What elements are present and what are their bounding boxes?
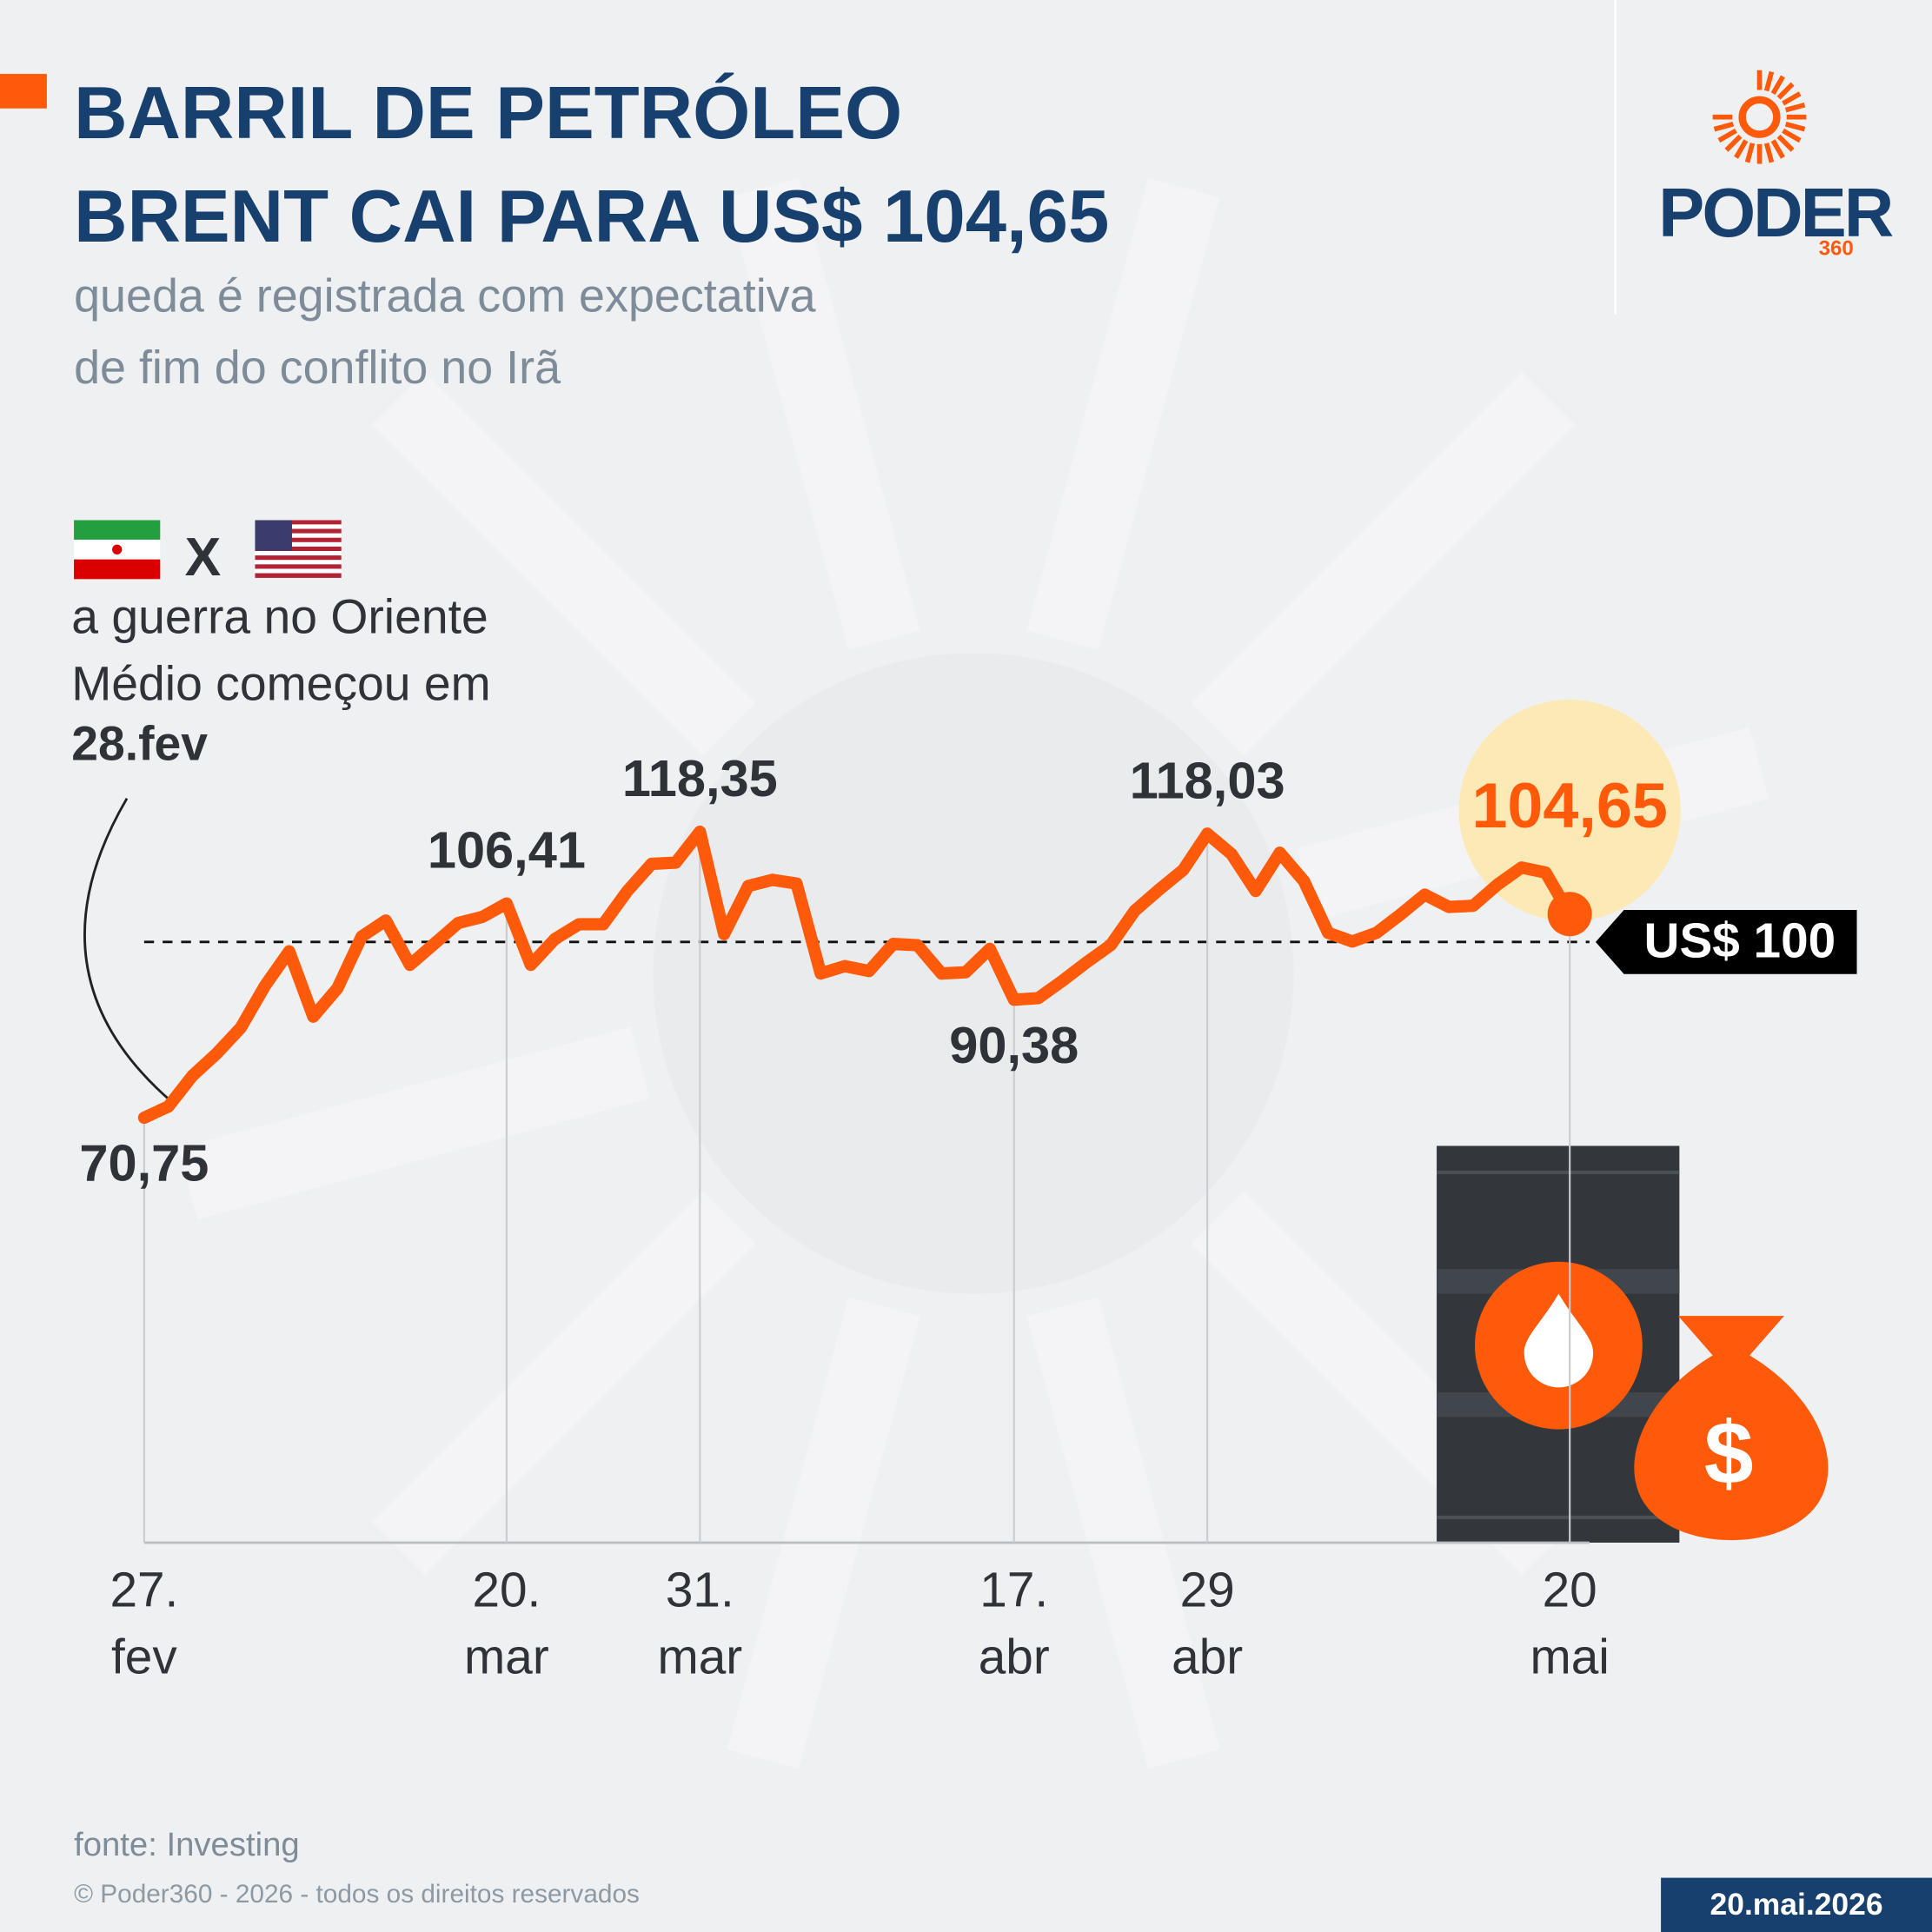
- logo-ray: [1776, 82, 1795, 100]
- copyright: © Poder360 - 2026 - todos os direitos re…: [74, 1880, 640, 1909]
- logo-ray: [1770, 139, 1785, 159]
- logo-ray: [1744, 143, 1756, 163]
- reference-label-box: [1595, 909, 1857, 974]
- usa-flag: [255, 520, 342, 578]
- x-tick-label: 27. fev: [110, 1564, 179, 1685]
- x-tick-label: 17. abr: [978, 1564, 1050, 1685]
- logo-ray: [1776, 134, 1795, 152]
- logo-ray: [1782, 91, 1802, 106]
- data-label: 118,03: [1130, 751, 1285, 809]
- data-label: 70,75: [79, 1133, 209, 1192]
- logo-ray: [1713, 122, 1735, 132]
- reference-label: US$ 100: [1644, 914, 1836, 969]
- x-tick-label: 20 mai: [1530, 1564, 1610, 1685]
- annotation-date: 28.fev: [71, 718, 209, 772]
- subtitle: queda é registrada com expectativa de fi…: [74, 270, 816, 395]
- svg-text:$: $: [1704, 1404, 1754, 1503]
- logo-ray: [1734, 139, 1749, 159]
- logo-ray: [1763, 143, 1775, 163]
- logo-ray: [1784, 103, 1806, 113]
- annotation-arrow: [83, 797, 171, 1102]
- data-label: 90,38: [949, 1016, 1079, 1074]
- logo-ray: [1784, 122, 1806, 132]
- versus: X: [184, 527, 222, 588]
- logo-ray: [1782, 128, 1802, 143]
- x-tick-label: 29 abr: [1172, 1564, 1244, 1685]
- source: fonte: Investing: [74, 1826, 300, 1863]
- last-point: [1547, 892, 1592, 937]
- data-label: 118,35: [622, 749, 778, 807]
- date: 20.mai.2026: [1661, 1877, 1932, 1932]
- money-bag: $: [1634, 1316, 1829, 1541]
- data-label: 106,41: [428, 821, 586, 880]
- logo-ray: [1717, 128, 1737, 143]
- logo-number: 360: [1818, 236, 1854, 261]
- data-label: 104,65: [1471, 769, 1667, 841]
- logo-icon: [1712, 70, 1807, 164]
- logo-ray: [1724, 134, 1743, 152]
- price-line: [137, 825, 1577, 1125]
- logo-ray: [1763, 70, 1775, 92]
- annotation: a guerra no Oriente Médio começou em: [71, 591, 491, 712]
- iran-flag: [74, 520, 161, 580]
- logo-ray: [1770, 75, 1785, 96]
- accent-square: [0, 74, 47, 109]
- x-tick-label: 20. mar: [464, 1564, 549, 1685]
- logo-name: PODER: [1658, 173, 1894, 252]
- title: BARRIL DE PETRÓLEO BRENT CAI PARA US$ 10…: [74, 71, 1110, 258]
- x-tick-label: 31. mar: [657, 1564, 743, 1685]
